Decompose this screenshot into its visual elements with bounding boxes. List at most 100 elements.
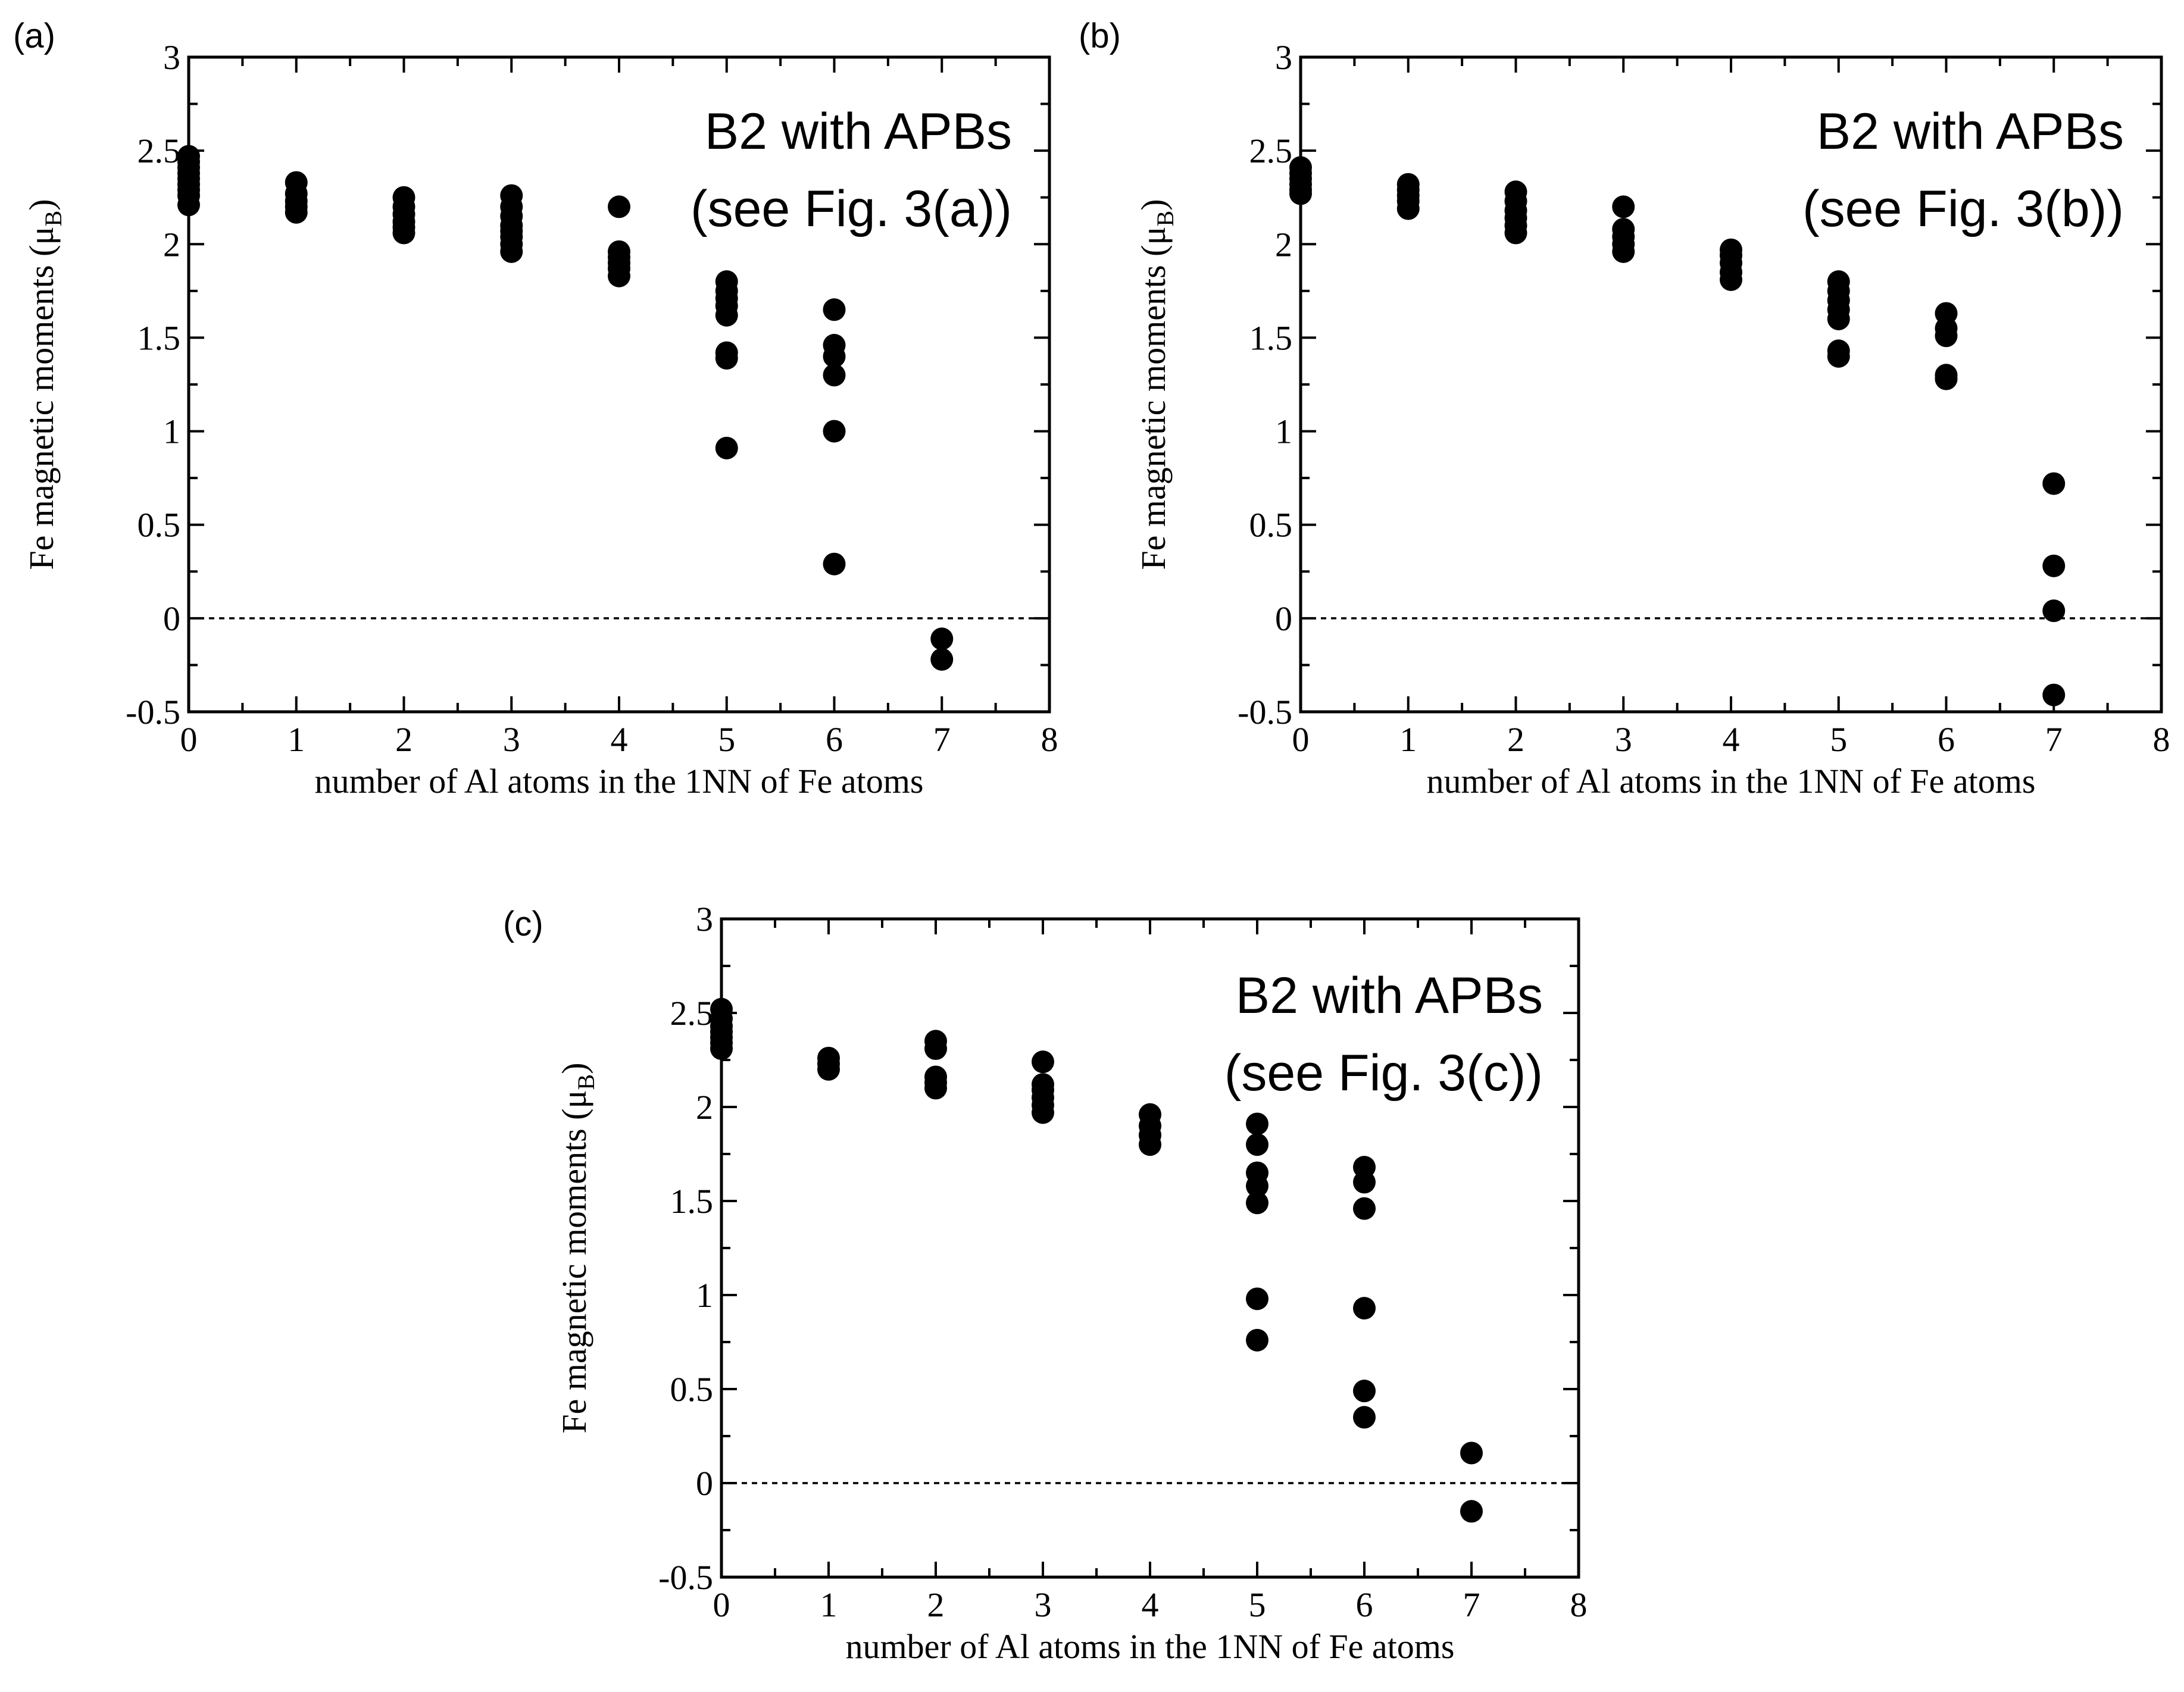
y-tick-label: 0.5 xyxy=(670,1370,714,1409)
y-tick-label: 3 xyxy=(696,900,713,939)
y-tick-label: 2 xyxy=(1275,225,1292,264)
y-axis-title-close: ) xyxy=(555,1062,593,1074)
x-tick-label: 6 xyxy=(826,720,843,759)
x-tick-label: 6 xyxy=(1938,720,1955,759)
x-tick-label: 3 xyxy=(1035,1585,1052,1624)
y-tick-label: -0.5 xyxy=(1238,693,1292,731)
data-point xyxy=(1353,1380,1376,1403)
x-tick-label: 3 xyxy=(503,720,520,759)
data-point xyxy=(2042,472,2066,495)
data-point xyxy=(1353,1197,1376,1220)
x-tick-label: 5 xyxy=(1830,720,1847,759)
y-tick-label: 0.5 xyxy=(138,506,181,545)
x-tick-label: 4 xyxy=(1142,1585,1159,1624)
y-axis-title-main: Fe magnetic moments (μ xyxy=(22,226,61,570)
x-tick-label: 2 xyxy=(1507,720,1524,759)
data-point xyxy=(1720,268,1742,291)
x-tick-label: 4 xyxy=(611,720,628,759)
data-point xyxy=(1827,345,1850,368)
data-point xyxy=(924,1037,947,1061)
x-tick-label: 2 xyxy=(395,720,413,759)
data-point xyxy=(715,436,738,459)
y-tick-label: 2 xyxy=(163,225,180,264)
data-point xyxy=(392,221,415,245)
data-point xyxy=(715,304,738,327)
data-point xyxy=(1246,1174,1268,1197)
x-tick-label: 7 xyxy=(933,720,951,759)
y-axis-title: Fe magnetic moments (μB) xyxy=(555,1062,599,1433)
y-axis-title: Fe magnetic moments (μB) xyxy=(22,199,67,570)
data-point xyxy=(715,347,738,370)
data-point xyxy=(1827,308,1850,330)
y-axis-title-main: Fe magnetic moments (μ xyxy=(555,1090,593,1433)
data-point xyxy=(500,240,523,263)
y-axis-title-subscript: B xyxy=(40,211,67,227)
y-tick-label: 0 xyxy=(696,1464,713,1503)
y-tick-label: 0 xyxy=(1275,599,1292,638)
x-tick-label: 8 xyxy=(2153,720,2170,759)
y-axis-title-main: Fe magnetic moments (μ xyxy=(1134,226,1173,570)
data-point xyxy=(1935,367,1958,390)
annotation-line-2: (see Fig. 3(b)) xyxy=(1802,180,2124,237)
data-point xyxy=(823,298,846,321)
annotation-line-1: B2 with APBs xyxy=(1236,967,1543,1024)
x-tick-label: 8 xyxy=(1570,1585,1588,1624)
data-point xyxy=(1289,182,1312,205)
x-tick-label: 8 xyxy=(1041,720,1058,759)
x-tick-label: 6 xyxy=(1356,1585,1373,1624)
x-tick-label: 5 xyxy=(1249,1585,1266,1624)
data-point xyxy=(608,264,630,287)
data-point xyxy=(1353,1406,1376,1429)
x-tick-label: 0 xyxy=(1292,720,1310,759)
y-tick-label: 3 xyxy=(163,38,180,77)
x-tick-label: 7 xyxy=(2045,720,2063,759)
x-tick-label: 0 xyxy=(180,720,198,759)
y-tick-label: 2.5 xyxy=(670,994,714,1033)
data-point xyxy=(177,193,200,217)
data-point xyxy=(2042,554,2066,577)
data-point xyxy=(823,420,846,443)
data-point xyxy=(823,552,846,576)
x-tick-label: 1 xyxy=(820,1585,838,1624)
data-point xyxy=(710,1037,733,1061)
data-point xyxy=(1504,221,1527,245)
data-point xyxy=(817,1058,840,1081)
y-tick-label: 0 xyxy=(163,599,180,638)
y-tick-label: -0.5 xyxy=(126,693,180,731)
x-tick-label: 1 xyxy=(1399,720,1417,759)
data-point xyxy=(823,345,846,368)
data-point xyxy=(608,195,630,218)
y-tick-label: 3 xyxy=(1275,38,1292,77)
annotation-line-2: (see Fig. 3(c)) xyxy=(1224,1044,1543,1102)
y-tick-label: 1 xyxy=(163,412,180,451)
y-tick-label: 2 xyxy=(696,1088,713,1127)
data-point xyxy=(1612,240,1635,263)
data-point xyxy=(1139,1133,1161,1156)
data-point xyxy=(2042,683,2066,706)
y-axis-title-subscript: B xyxy=(1152,211,1179,227)
y-tick-label: -0.5 xyxy=(658,1558,713,1597)
data-point xyxy=(285,201,308,224)
y-tick-label: 1 xyxy=(1275,412,1292,451)
data-point xyxy=(2042,599,2066,623)
data-point xyxy=(1246,1287,1268,1311)
y-tick-label: 1.5 xyxy=(138,318,181,357)
x-tick-label: 4 xyxy=(1723,720,1740,759)
x-tick-label: 5 xyxy=(718,720,735,759)
data-point xyxy=(1246,1191,1268,1215)
x-axis-title: number of Al atoms in the 1NN of Fe atom… xyxy=(846,1627,1455,1666)
data-point xyxy=(1612,195,1635,218)
data-point xyxy=(1246,1112,1268,1136)
x-tick-label: 3 xyxy=(1615,720,1632,759)
data-point xyxy=(930,648,954,671)
data-point xyxy=(1032,1050,1054,1074)
y-tick-label: 2.5 xyxy=(1249,132,1293,170)
y-axis-title-close: ) xyxy=(1134,199,1173,210)
annotation-line-2: (see Fig. 3(a)) xyxy=(690,180,1012,237)
data-point xyxy=(823,364,846,387)
panel-label: (c) xyxy=(503,905,543,943)
